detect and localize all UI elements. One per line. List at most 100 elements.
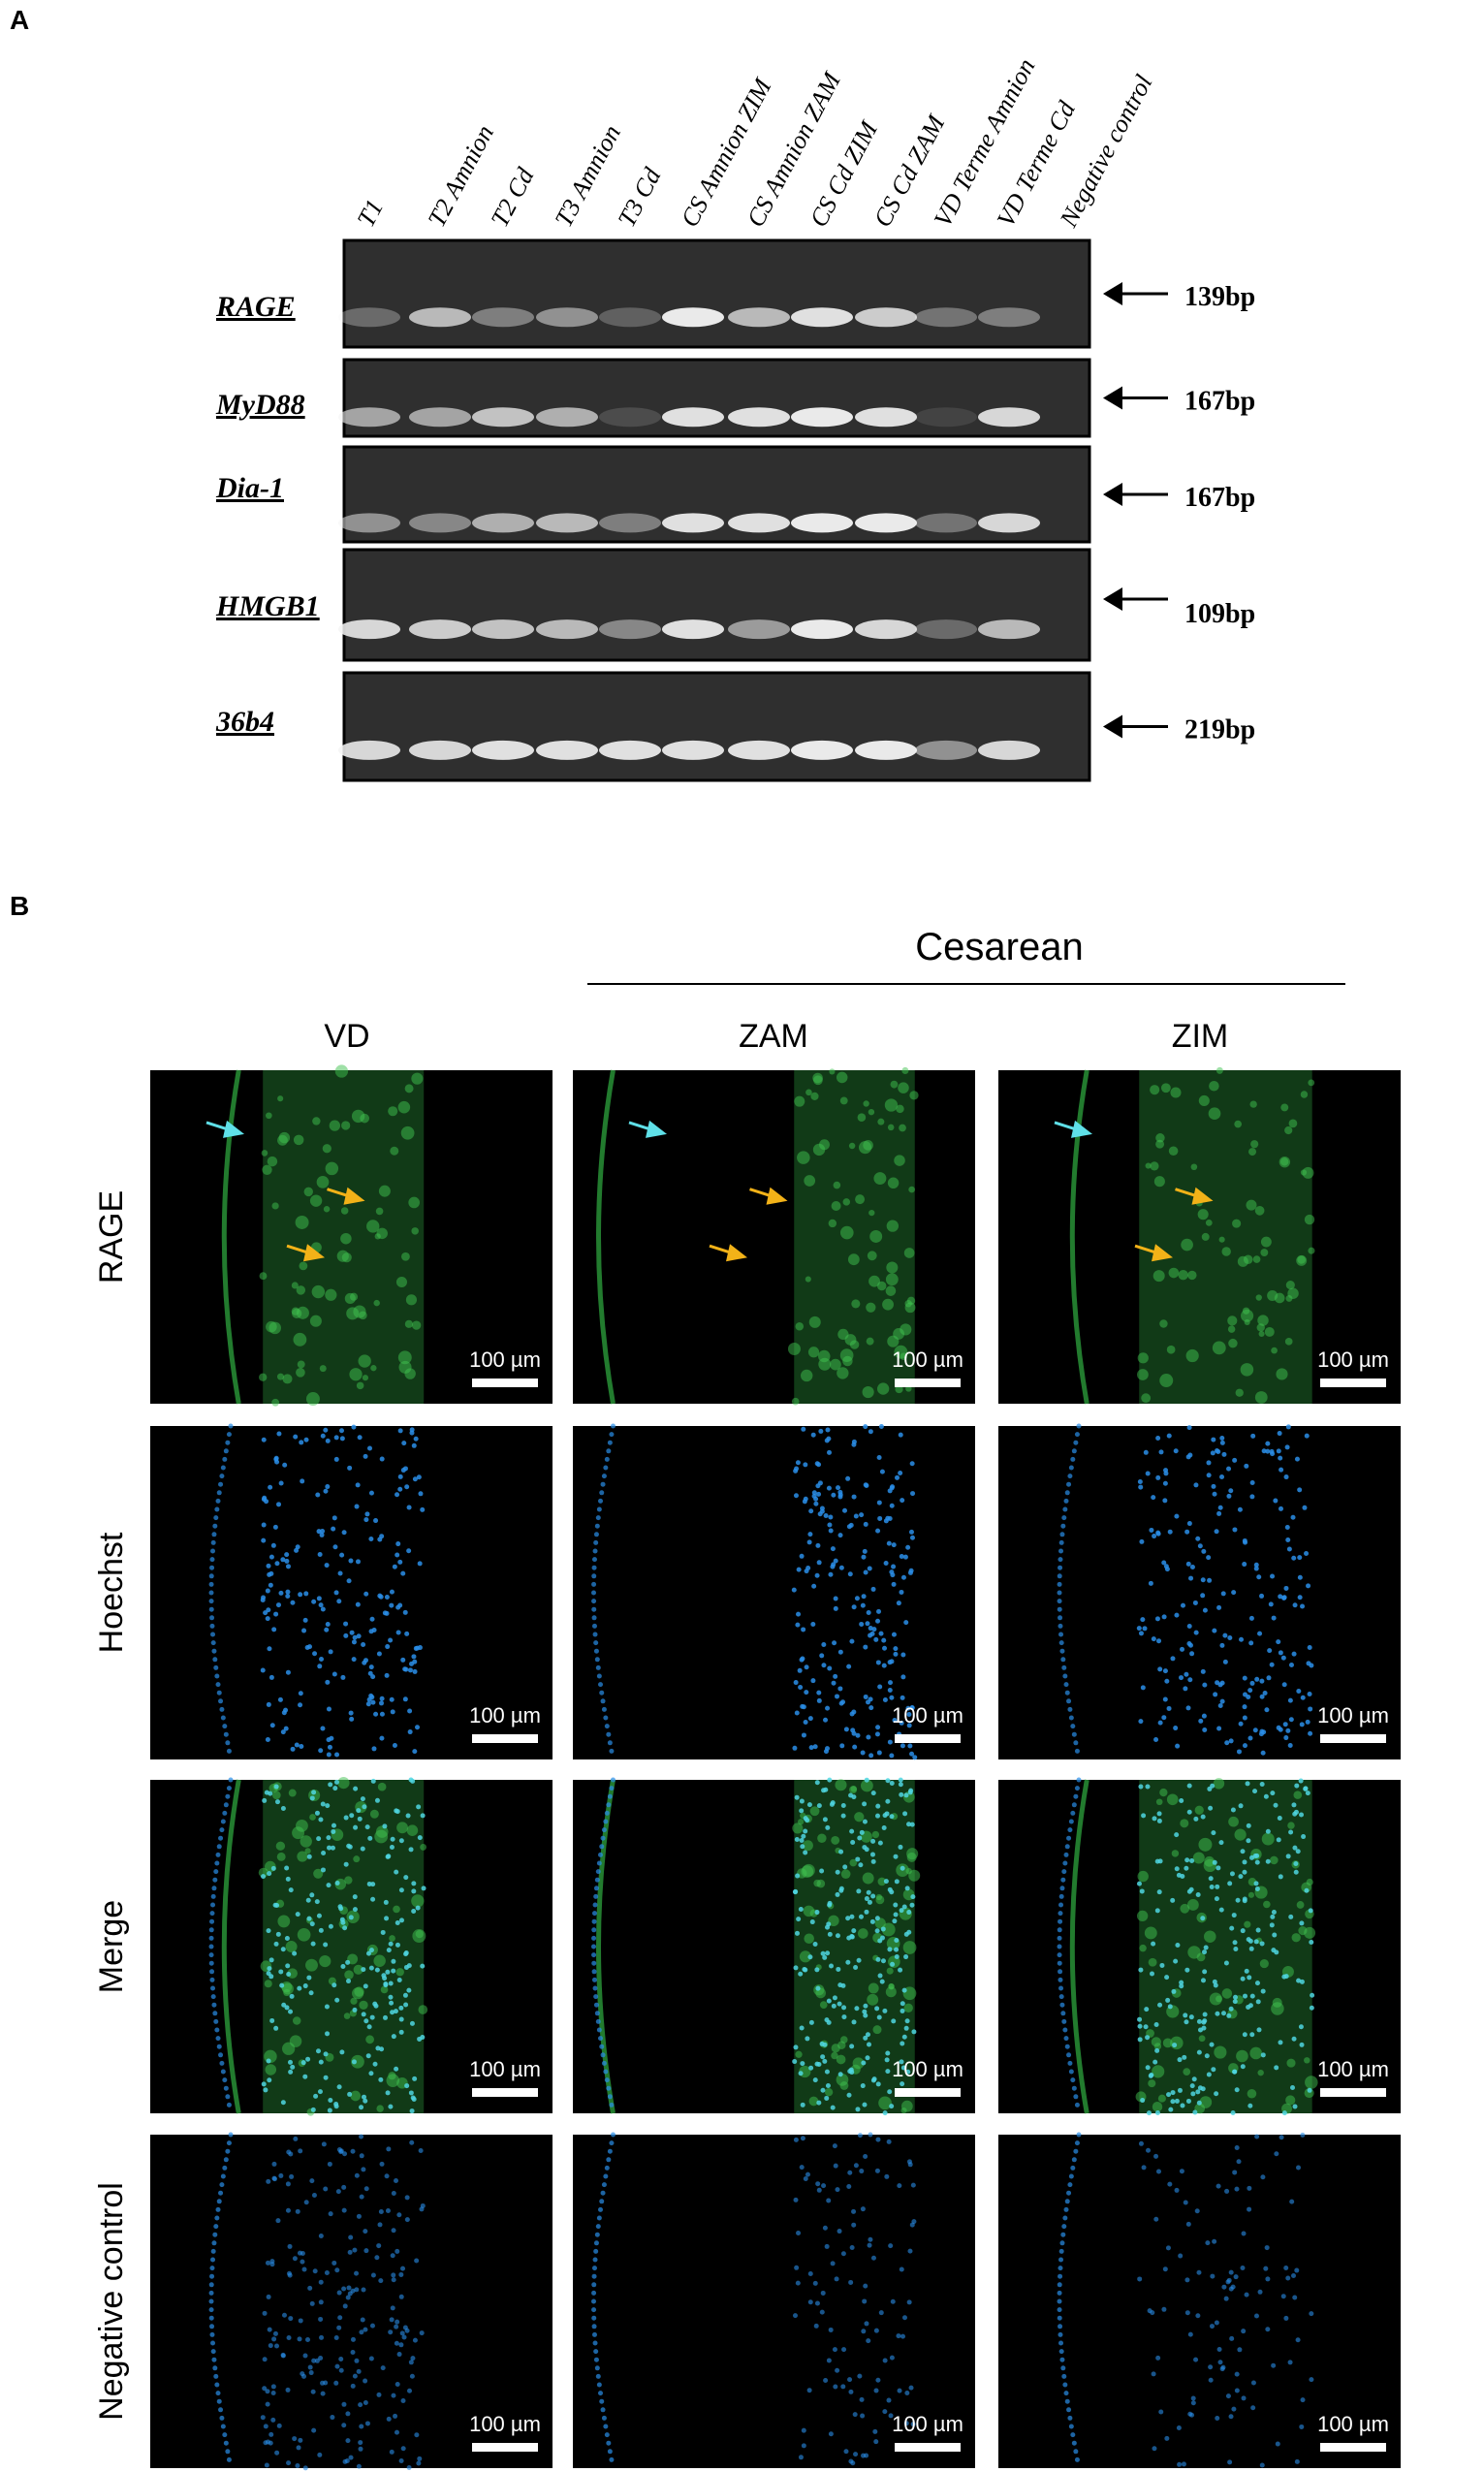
band-size: 109bp [1184,599,1255,629]
nucleus [830,1546,836,1552]
nucleus [899,1908,904,1914]
nucleus [816,1697,822,1703]
nucleus [887,1687,893,1693]
nucleus [803,1828,808,1834]
green-speck [808,1315,821,1328]
nucleus [816,1690,822,1696]
nucleus [798,1906,804,1912]
nucleus [833,1596,838,1601]
green-speck [1244,1318,1250,1326]
nucleus [814,2300,820,2306]
green-speck [353,1964,363,1975]
green-speck [795,1321,805,1331]
nucleus [1218,1840,1224,1846]
nucleus [900,2001,905,2007]
nucleus [1304,1550,1310,1556]
nucleus [834,2276,839,2282]
nucleus [1063,1498,1069,1504]
nucleus [816,1491,822,1497]
green-speck [1304,2057,1310,2064]
green-speck [411,1072,424,1085]
nucleus [398,2271,404,2277]
nucleus [1231,2406,1237,2412]
nucleus [1074,1432,1080,1438]
nucleus [1196,2018,1202,2024]
nucleus [354,2287,360,2293]
nucleus [840,2384,846,2390]
nucleus [827,1449,833,1455]
nucleus [308,1990,314,1996]
nucleus [1240,2064,1246,2070]
nucleus [907,2248,913,2254]
nucleus [1064,2398,1070,2404]
nucleus [1057,2290,1062,2296]
nucleus [896,1600,901,1606]
green-speck [804,1933,814,1945]
green-speck [341,1252,352,1263]
nucleus [409,2139,415,2145]
nucleus [275,1602,281,1608]
nucleus [1271,1948,1277,1953]
nucleus [882,1697,888,1703]
nucleus [342,2303,348,2309]
nucleus [312,2268,318,2274]
green-speck [867,1251,877,1261]
nucleus [1285,1854,1291,1859]
nucleus [1287,1742,1293,1748]
nucleus [1248,1640,1254,1646]
nucleus [905,2069,911,2075]
micrograph: 100 µm [573,2132,975,2468]
nucleus [1157,1666,1163,1672]
row-label: RAGE [93,1190,130,1284]
nucleus [213,1664,219,1670]
nucleus [1178,2253,1184,2259]
nucleus [379,1700,385,1706]
green-speck [1216,1066,1223,1074]
nucleus [1138,1967,1144,1973]
nucleus [849,1914,855,1919]
nucleus [379,2046,385,2052]
nucleus [1242,2032,1247,2038]
nucleus [810,1432,816,1438]
nucleus [851,2222,857,2228]
nucleus [609,2102,615,2108]
nucleus [1186,1623,1192,1629]
green-speck [1204,1855,1216,1867]
nucleus [1217,1702,1223,1708]
green-speck [851,1299,861,1309]
nucleus [1152,2446,1157,2452]
nucleus [1058,1977,1063,1982]
nucleus [807,2271,813,2277]
nucleus [1241,2231,1247,2236]
gel-band [338,407,400,428]
green-speck [1197,1209,1209,1220]
nucleus [416,1474,422,1480]
nucleus [1177,2461,1183,2467]
nucleus [226,1748,232,1754]
nucleus [596,1506,602,1512]
nucleus [866,1734,871,1740]
nucleus [355,1559,361,1565]
scale-bar [472,2443,538,2452]
nucleus [211,1886,217,1891]
nucleus [354,1504,360,1509]
nucleus [1183,2200,1188,2205]
nucleus [1058,1623,1063,1629]
nucleus [352,2247,358,2253]
nucleus [216,1690,222,1696]
nucleus [856,1888,862,1894]
nucleus [799,2025,805,2031]
nucleus [1233,1947,1239,1952]
nucleus [1185,2221,1191,2227]
nucleus [833,2163,838,2169]
green-speck [293,1134,304,1146]
nucleus [208,1606,214,1612]
nucleus [1254,1886,1260,1892]
nucleus [875,2137,881,2142]
nucleus [318,2059,324,2065]
nucleus [1140,1617,1146,1623]
nucleus [210,1539,216,1545]
green-speck [1159,1319,1168,1328]
nucleus [409,1430,415,1436]
